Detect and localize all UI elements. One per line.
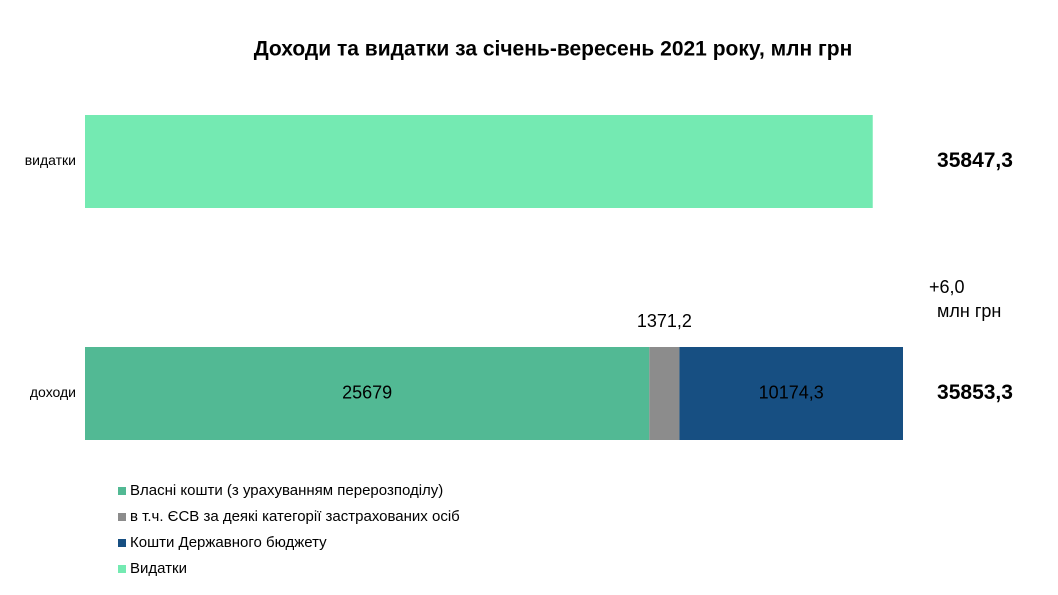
bar-segment <box>649 347 680 440</box>
data-label: 10174,3 <box>759 382 824 402</box>
data-label: 25679 <box>342 382 392 402</box>
y-tick-label: доходи <box>30 384 76 400</box>
data-label: 1371,2 <box>637 311 692 331</box>
legend-label: в т.ч. ЄСВ за деякі категорії застрахова… <box>130 508 460 525</box>
legend-swatch <box>118 487 126 495</box>
legend-label: Власні кошти (з урахуванням перерозподіл… <box>130 482 443 499</box>
annotation: +6,0 <box>929 277 965 297</box>
bar-segment <box>85 115 873 208</box>
total-label: 35847,3 <box>937 149 1013 172</box>
chart-title: Доходи та видатки за січень-вересень 202… <box>254 38 853 61</box>
legend-swatch <box>118 539 126 547</box>
bar-segment <box>85 347 650 440</box>
legend-swatch <box>118 565 126 573</box>
annotation: млн грн <box>937 301 1001 321</box>
legend-label: Кошти Державного бюджету <box>130 534 327 551</box>
total-label: 35853,3 <box>937 381 1013 404</box>
legend-swatch <box>118 513 126 521</box>
legend-label: Видатки <box>130 560 187 577</box>
y-tick-label: видатки <box>25 152 76 168</box>
bar-segment <box>679 347 903 440</box>
